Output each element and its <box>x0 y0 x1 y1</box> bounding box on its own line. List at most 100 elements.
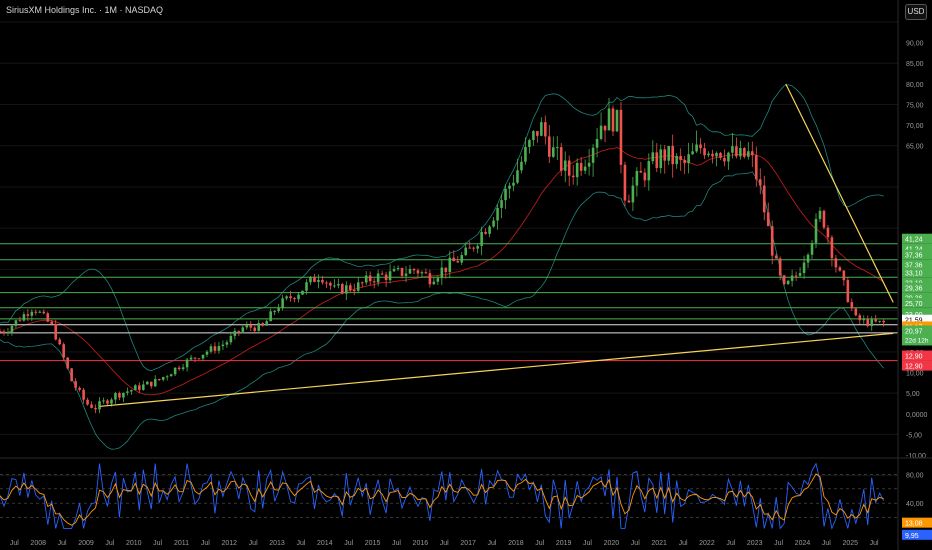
candle-body <box>42 311 46 314</box>
candle-body <box>285 296 288 299</box>
candle-body <box>814 218 818 243</box>
candle-body <box>70 368 73 382</box>
candle-body <box>245 325 249 328</box>
time-axis-label: 2019 <box>556 540 572 547</box>
candle-body <box>348 285 352 291</box>
level-label: 25,70 <box>905 301 923 308</box>
candle-body <box>165 376 169 378</box>
candle-body <box>360 282 364 284</box>
candle-body <box>205 351 209 355</box>
candle-body <box>38 311 42 313</box>
time-axis-label: Jul <box>583 540 592 547</box>
candle-body <box>727 152 730 162</box>
candle-body <box>408 269 412 274</box>
price-axis-tick: 80,00 <box>906 82 924 89</box>
candle-body <box>177 367 181 370</box>
candle-body <box>50 321 54 325</box>
candle-body <box>480 231 483 246</box>
candle-body <box>766 212 770 227</box>
candle-body <box>528 140 531 147</box>
candle-body <box>118 393 121 398</box>
candle-body <box>798 273 802 276</box>
candle-body <box>102 400 105 402</box>
candle-body <box>575 162 579 178</box>
candle-body <box>94 407 97 410</box>
level-label: 37,36 <box>905 263 923 270</box>
candle-body <box>122 392 125 398</box>
time-axis-label: Jul <box>631 540 640 547</box>
level-label-bg <box>902 233 932 244</box>
candle-body <box>201 354 205 359</box>
current-price-bg <box>902 325 932 346</box>
candle-body <box>281 298 284 309</box>
time-axis-label: 2010 <box>126 540 142 547</box>
level-label-bg <box>902 267 932 278</box>
candle-body <box>452 257 456 262</box>
candle-body <box>181 367 185 370</box>
rsi-axis-tick: 40,00 <box>906 501 924 508</box>
candle-body <box>739 148 742 157</box>
candle-body <box>221 344 225 347</box>
rsi-axis-tick: 80,00 <box>906 472 924 479</box>
currency-button[interactable]: USD <box>905 4 927 20</box>
candle-body <box>631 185 635 203</box>
candle-body <box>786 280 790 285</box>
candle-body <box>2 331 6 334</box>
candle-body <box>671 145 674 165</box>
candle-body <box>229 335 233 343</box>
candle-body <box>810 242 814 255</box>
candle-body <box>639 170 643 173</box>
candle-body <box>492 220 495 227</box>
candle-body <box>806 254 810 263</box>
level-label-bg <box>902 350 932 361</box>
candle-body <box>380 273 384 275</box>
level-label-bg <box>902 249 932 260</box>
candle-body <box>66 357 69 369</box>
candle-body <box>130 390 133 392</box>
candle-body <box>679 155 682 160</box>
time-axis-label: Jul <box>153 540 162 547</box>
candle-body <box>655 152 659 169</box>
candle-body <box>313 276 316 282</box>
stochastic-k-line <box>0 462 885 530</box>
candle-body <box>866 319 870 327</box>
candle-body <box>615 109 619 132</box>
trendline <box>785 83 894 303</box>
candle-body <box>464 247 468 256</box>
candle-body <box>46 313 50 322</box>
candle-body <box>551 147 555 157</box>
candle-body <box>305 282 308 291</box>
candle-body <box>333 285 336 287</box>
rsi-orange-bg <box>902 517 932 528</box>
candle-body <box>261 323 265 326</box>
candle-body <box>488 226 491 234</box>
candle-body <box>376 273 380 283</box>
candle-body <box>532 131 535 141</box>
current-price-label: 20,97 <box>905 328 923 335</box>
candle-body <box>751 151 754 156</box>
candle-body <box>62 344 65 358</box>
time-axis-label: 2015 <box>365 540 381 547</box>
time-axis-label: Jul <box>392 540 401 547</box>
candle-body <box>826 227 830 238</box>
candle-body <box>388 271 392 281</box>
candle-body <box>758 179 762 186</box>
candle-body <box>874 319 878 322</box>
candle-body <box>14 320 18 326</box>
candle-body <box>400 267 404 276</box>
candle-body <box>345 285 348 294</box>
time-axis-label: Jul <box>201 540 210 547</box>
price-axis-tick: 90,00 <box>906 41 924 48</box>
candle-body <box>185 359 189 368</box>
candle-body <box>189 357 193 360</box>
candle-body <box>559 147 563 171</box>
candle-body <box>18 320 22 322</box>
candle-body <box>643 172 647 181</box>
time-axis-label: Jul <box>296 540 305 547</box>
candle-body <box>106 400 109 404</box>
candle-body <box>794 275 798 277</box>
candle-body <box>341 284 344 294</box>
candle-body <box>317 279 320 282</box>
candle-body <box>257 323 261 331</box>
